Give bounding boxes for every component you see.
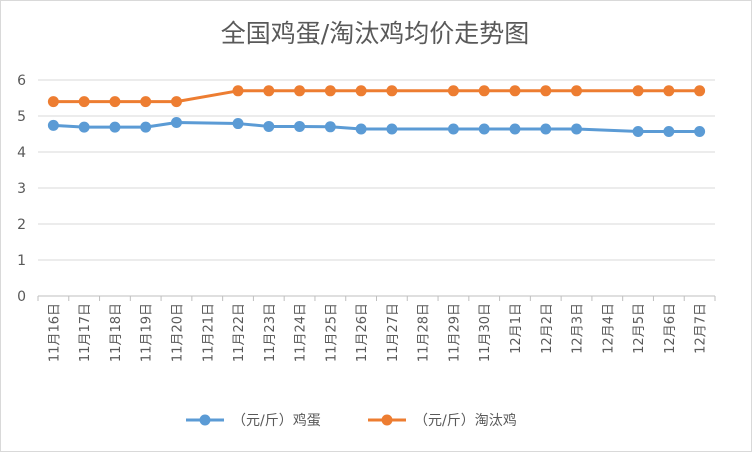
x-tick-label: 12月1日	[509, 303, 524, 354]
y-tick-label: 0	[17, 289, 26, 305]
data-point	[386, 85, 398, 97]
data-point	[447, 85, 459, 97]
legend-label: （元/斤）淘汰鸡	[414, 412, 517, 429]
axes	[37, 295, 716, 301]
x-tick-label: 12月5日	[632, 303, 647, 354]
y-tick-label: 6	[17, 73, 26, 89]
data-point	[509, 85, 521, 97]
data-point	[47, 96, 59, 108]
data-point	[170, 116, 182, 128]
data-point	[324, 85, 336, 97]
data-point	[663, 125, 675, 137]
chart-title: 全国鸡蛋/淘汰鸡均价走势图	[220, 19, 530, 48]
data-point	[170, 96, 182, 108]
data-point	[540, 123, 552, 135]
data-point	[540, 85, 552, 97]
y-tick-label: 3	[17, 181, 26, 197]
legend: （元/斤）鸡蛋 （元/斤）淘汰鸡	[186, 412, 517, 429]
data-point	[294, 120, 306, 132]
x-tick-labels: 11月16日 11月17日 11月18日 11月19日 11月20日 11月21日 11月2…	[47, 303, 708, 362]
series-points	[47, 85, 706, 137]
data-point	[694, 85, 706, 97]
data-point	[78, 121, 90, 133]
x-tick-label: 11月23日	[263, 303, 278, 362]
legend-item: （元/斤）淘汰鸡	[368, 412, 517, 429]
legend-swatch-marker	[199, 414, 211, 426]
data-point	[632, 125, 644, 137]
x-tick-label: 11月21日	[201, 303, 216, 362]
legend-swatch-marker	[381, 414, 393, 426]
data-point	[140, 121, 152, 133]
data-point	[232, 118, 244, 130]
x-tick-label: 12月6日	[663, 303, 678, 354]
x-tick-label: 11月24日	[294, 303, 309, 362]
y-tick-label: 4	[17, 145, 26, 161]
x-tick-label: 12月2日	[540, 303, 555, 354]
x-tick-label: 11月20日	[170, 303, 185, 362]
data-point	[263, 120, 275, 132]
x-tick-label: 12月3日	[571, 303, 586, 354]
y-tick-label: 1	[17, 253, 26, 269]
data-point	[294, 85, 306, 97]
x-tick-label: 11月27日	[386, 303, 401, 362]
data-point	[355, 123, 367, 135]
data-point	[109, 96, 121, 108]
data-point	[663, 85, 675, 97]
x-tick-label: 12月4日	[601, 303, 616, 354]
x-tick-label: 11月19日	[140, 303, 155, 362]
data-point	[571, 85, 583, 97]
data-point	[694, 125, 706, 137]
x-tick-label: 11月18日	[109, 303, 124, 362]
legend-label: （元/斤）鸡蛋	[232, 412, 321, 429]
gridlines	[38, 79, 715, 261]
x-tick-label: 11月29日	[447, 303, 462, 362]
y-tick-label: 2	[17, 217, 26, 233]
data-point	[478, 85, 490, 97]
data-point	[355, 85, 367, 97]
x-tick-label: 11月30日	[478, 303, 493, 362]
x-tick-label: 11月17日	[78, 303, 93, 362]
x-tick-label: 11月22日	[232, 303, 247, 362]
data-point	[571, 123, 583, 135]
data-point	[232, 85, 244, 97]
data-point	[324, 121, 336, 133]
x-tick-label: 11月25日	[324, 303, 339, 362]
data-point	[140, 96, 152, 108]
data-point	[632, 85, 644, 97]
legend-item: （元/斤）鸡蛋	[186, 412, 321, 429]
data-point	[47, 119, 59, 131]
x-tick-label: 11月28日	[417, 303, 432, 362]
data-point	[386, 123, 398, 135]
x-tick-label: 11月16日	[47, 303, 62, 362]
data-point	[109, 121, 121, 133]
y-tick-labels: 0 1 2 3 4 5 6	[17, 73, 26, 305]
data-point	[447, 123, 459, 135]
data-point	[78, 96, 90, 108]
y-tick-label: 5	[17, 109, 26, 125]
data-point	[509, 123, 521, 135]
x-tick-label: 12月7日	[694, 303, 709, 354]
data-point	[478, 123, 490, 135]
data-point	[263, 85, 275, 97]
x-tick-label: 11月26日	[355, 303, 370, 362]
